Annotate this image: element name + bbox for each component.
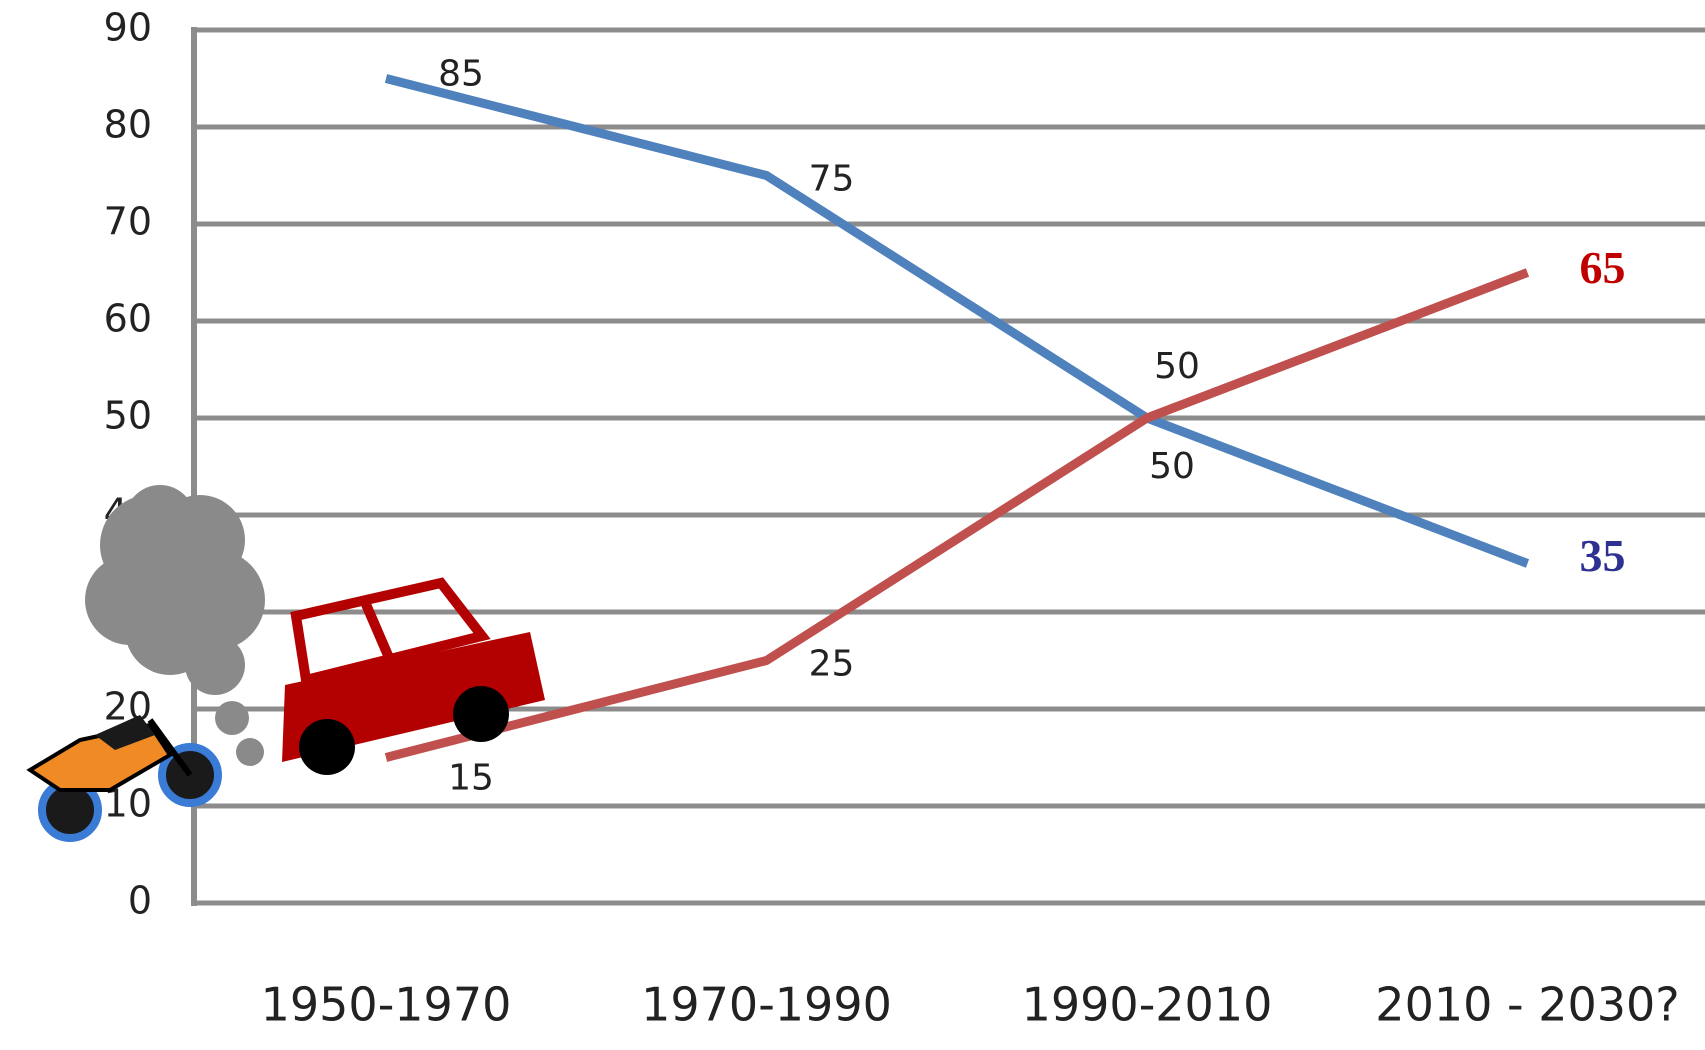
x-tick-label: 1950-1970: [261, 978, 512, 1032]
data-label: 65: [1580, 242, 1626, 293]
y-tick-label: 50: [104, 394, 152, 438]
data-label: 25: [809, 644, 855, 685]
data-label: 75: [809, 159, 855, 200]
y-tick-label: 80: [104, 103, 152, 147]
x-tick-label: 2010 - 2030?: [1375, 978, 1679, 1032]
data-label: 15: [448, 758, 494, 799]
y-tick-label: 90: [104, 6, 152, 50]
smoke: [85, 485, 265, 766]
y-tick-label: 70: [104, 200, 152, 244]
x-tick-label: 1970-1990: [641, 978, 892, 1032]
car: [282, 577, 545, 775]
clipart: [26, 485, 545, 842]
series-line: [384, 268, 1530, 762]
x-tick-label: 1990-2010: [1022, 978, 1273, 1032]
y-tick-label: 60: [104, 297, 152, 341]
motorbike: [26, 715, 222, 842]
data-label: 50: [1154, 346, 1200, 387]
data-label: 85: [438, 54, 484, 95]
data-label: 50: [1149, 446, 1195, 487]
data-label: 35: [1580, 530, 1626, 581]
grid: 01020304050607080901950-19701970-1990199…: [104, 6, 1705, 1032]
labels: 85 75 50 35 15 25 50 65: [438, 54, 1625, 799]
y-tick-label: 0: [128, 879, 152, 923]
series-line: [384, 74, 1530, 568]
lines: [384, 74, 1530, 762]
